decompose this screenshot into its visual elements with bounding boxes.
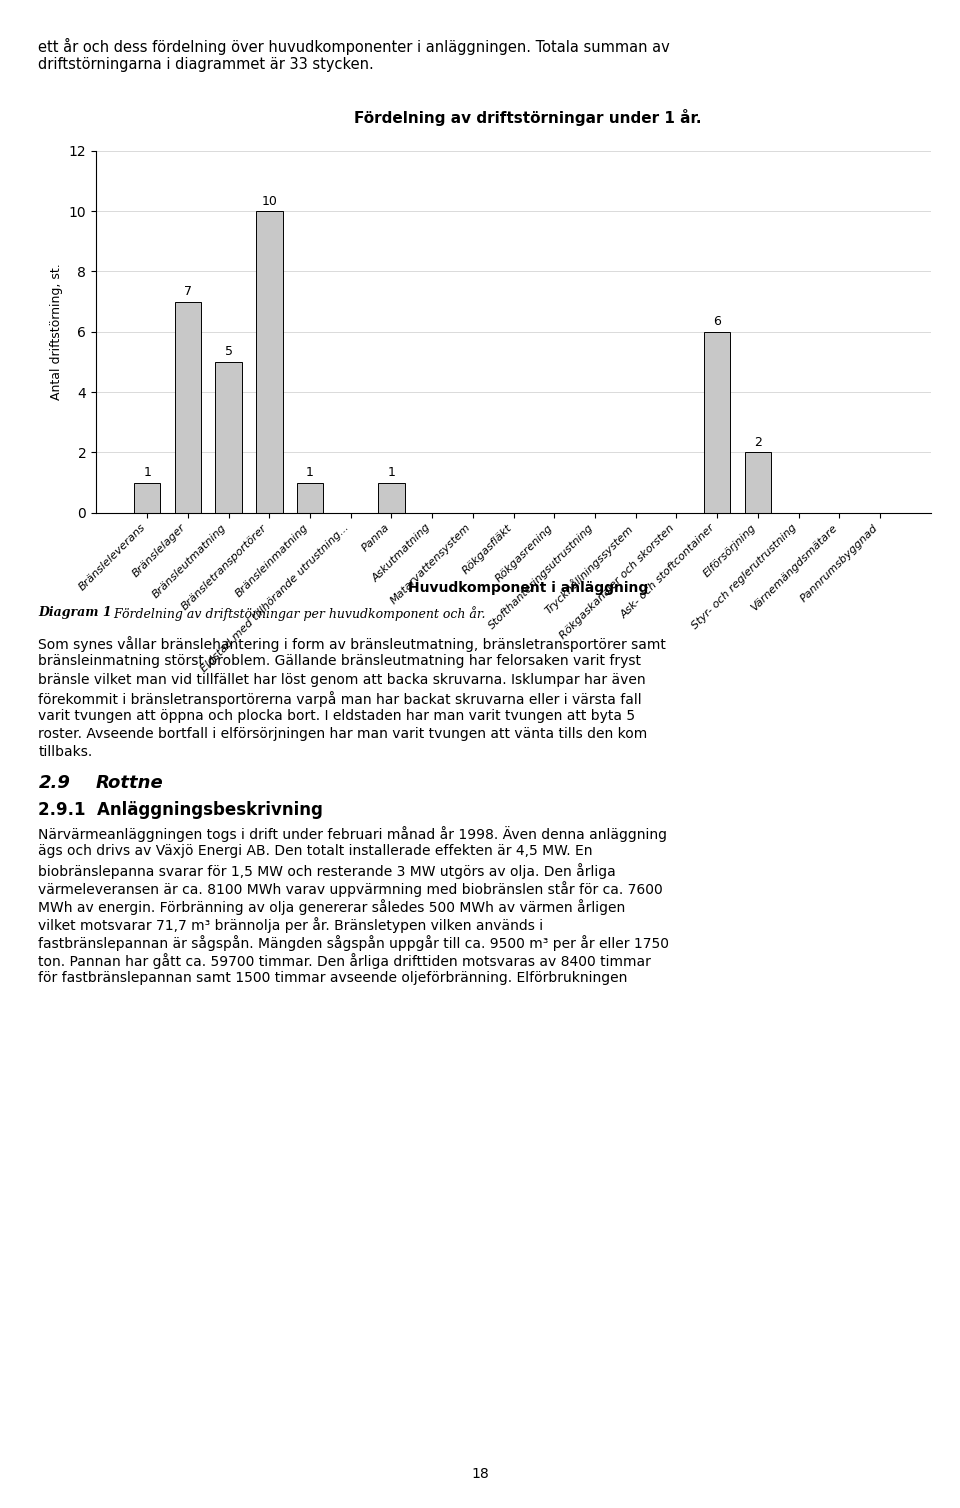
Text: bränsleinmatning störst problem. Gällande bränsleutmatning har felorsaken varit : bränsleinmatning störst problem. Gälland…: [38, 654, 641, 668]
Bar: [378, 483, 405, 513]
Text: 2.9: 2.9: [38, 774, 70, 792]
Text: MWh av energin. Förbränning av olja genererar således 500 MWh av värmen årligen: MWh av energin. Förbränning av olja gene…: [38, 899, 626, 915]
Text: Fördelning av driftstörningar per huvudkomponent och år.: Fördelning av driftstörningar per huvudk…: [110, 606, 486, 621]
Text: 1: 1: [143, 466, 151, 480]
Text: ton. Pannan har gått ca. 59700 timmar. Den årliga drifttiden motsvaras av 8400 t: ton. Pannan har gått ca. 59700 timmar. D…: [38, 953, 651, 970]
Text: ett år och dess fördelning över huvudkomponenter i anläggningen. Totala summan a: ett år och dess fördelning över huvudkom…: [38, 38, 670, 54]
Text: Fördelning av driftstörningar under 1 år.: Fördelning av driftstörningar under 1 år…: [354, 109, 702, 125]
Y-axis label: Antal driftstörning, st.: Antal driftstörning, st.: [50, 264, 63, 400]
Bar: [215, 362, 242, 513]
Bar: [704, 332, 731, 513]
Text: 7: 7: [184, 285, 192, 299]
Bar: [256, 211, 282, 513]
Text: Som synes vållar bränslehantering i form av bränsleutmatning, bränsletransportör: Som synes vållar bränslehantering i form…: [38, 636, 666, 653]
Text: Närvärmeanläggningen togs i drift under februari månad år 1998. Även denna anläg: Närvärmeanläggningen togs i drift under …: [38, 826, 667, 843]
Bar: [297, 483, 324, 513]
Text: fastbränslepannan är sågspån. Mängden sågspån uppgår till ca. 9500 m³ per år ell: fastbränslepannan är sågspån. Mängden så…: [38, 935, 669, 952]
Bar: [134, 483, 160, 513]
Text: Huvudkomponent i anläggning: Huvudkomponent i anläggning: [408, 581, 648, 594]
Text: för fastbränslepannan samt 1500 timmar avseende oljeförbränning. Elförbrukningen: för fastbränslepannan samt 1500 timmar a…: [38, 971, 628, 985]
Text: roster. Avseende bortfall i elförsörjningen har man varit tvungen att vänta till: roster. Avseende bortfall i elförsörjnin…: [38, 727, 648, 740]
Text: 5: 5: [225, 345, 232, 359]
Text: 1: 1: [388, 466, 396, 480]
Bar: [175, 302, 202, 513]
Text: 2: 2: [754, 436, 762, 449]
Text: bränsle vilket man vid tillfället har löst genom att backa skruvarna. Isklumpar : bränsle vilket man vid tillfället har lö…: [38, 673, 646, 686]
Bar: [745, 452, 771, 513]
Text: värmeleveransen är ca. 8100 MWh varav uppvärmning med biobränslen står för ca. 7: värmeleveransen är ca. 8100 MWh varav up…: [38, 881, 663, 897]
Text: förekommit i bränsletransportörerna varpå man har backat skruvarna eller i värst: förekommit i bränsletransportörerna varp…: [38, 691, 642, 707]
Text: 18: 18: [471, 1467, 489, 1481]
Text: 10: 10: [261, 195, 277, 208]
Text: ägs och drivs av Växjö Energi AB. Den totalt installerade effekten är 4,5 MW. En: ägs och drivs av Växjö Energi AB. Den to…: [38, 844, 593, 858]
Text: tillbaks.: tillbaks.: [38, 745, 93, 759]
Text: biobränslepanna svarar för 1,5 MW och resterande 3 MW utgörs av olja. Den årliga: biobränslepanna svarar för 1,5 MW och re…: [38, 863, 616, 879]
Text: Diagram 1: Diagram 1: [38, 606, 112, 620]
Text: Rottne: Rottne: [96, 774, 164, 792]
Text: 1: 1: [306, 466, 314, 480]
Text: driftstörningarna i diagrammet är 33 stycken.: driftstörningarna i diagrammet är 33 sty…: [38, 57, 374, 72]
Text: varit tvungen att öppna och plocka bort. I eldstaden har man varit tvungen att b: varit tvungen att öppna och plocka bort.…: [38, 709, 636, 722]
Text: vilket motsvarar 71,7 m³ brännolja per år. Bränsletypen vilken används i: vilket motsvarar 71,7 m³ brännolja per å…: [38, 917, 543, 933]
Text: 6: 6: [713, 315, 721, 329]
Text: 2.9.1  Anläggningsbeskrivning: 2.9.1 Anläggningsbeskrivning: [38, 801, 324, 819]
